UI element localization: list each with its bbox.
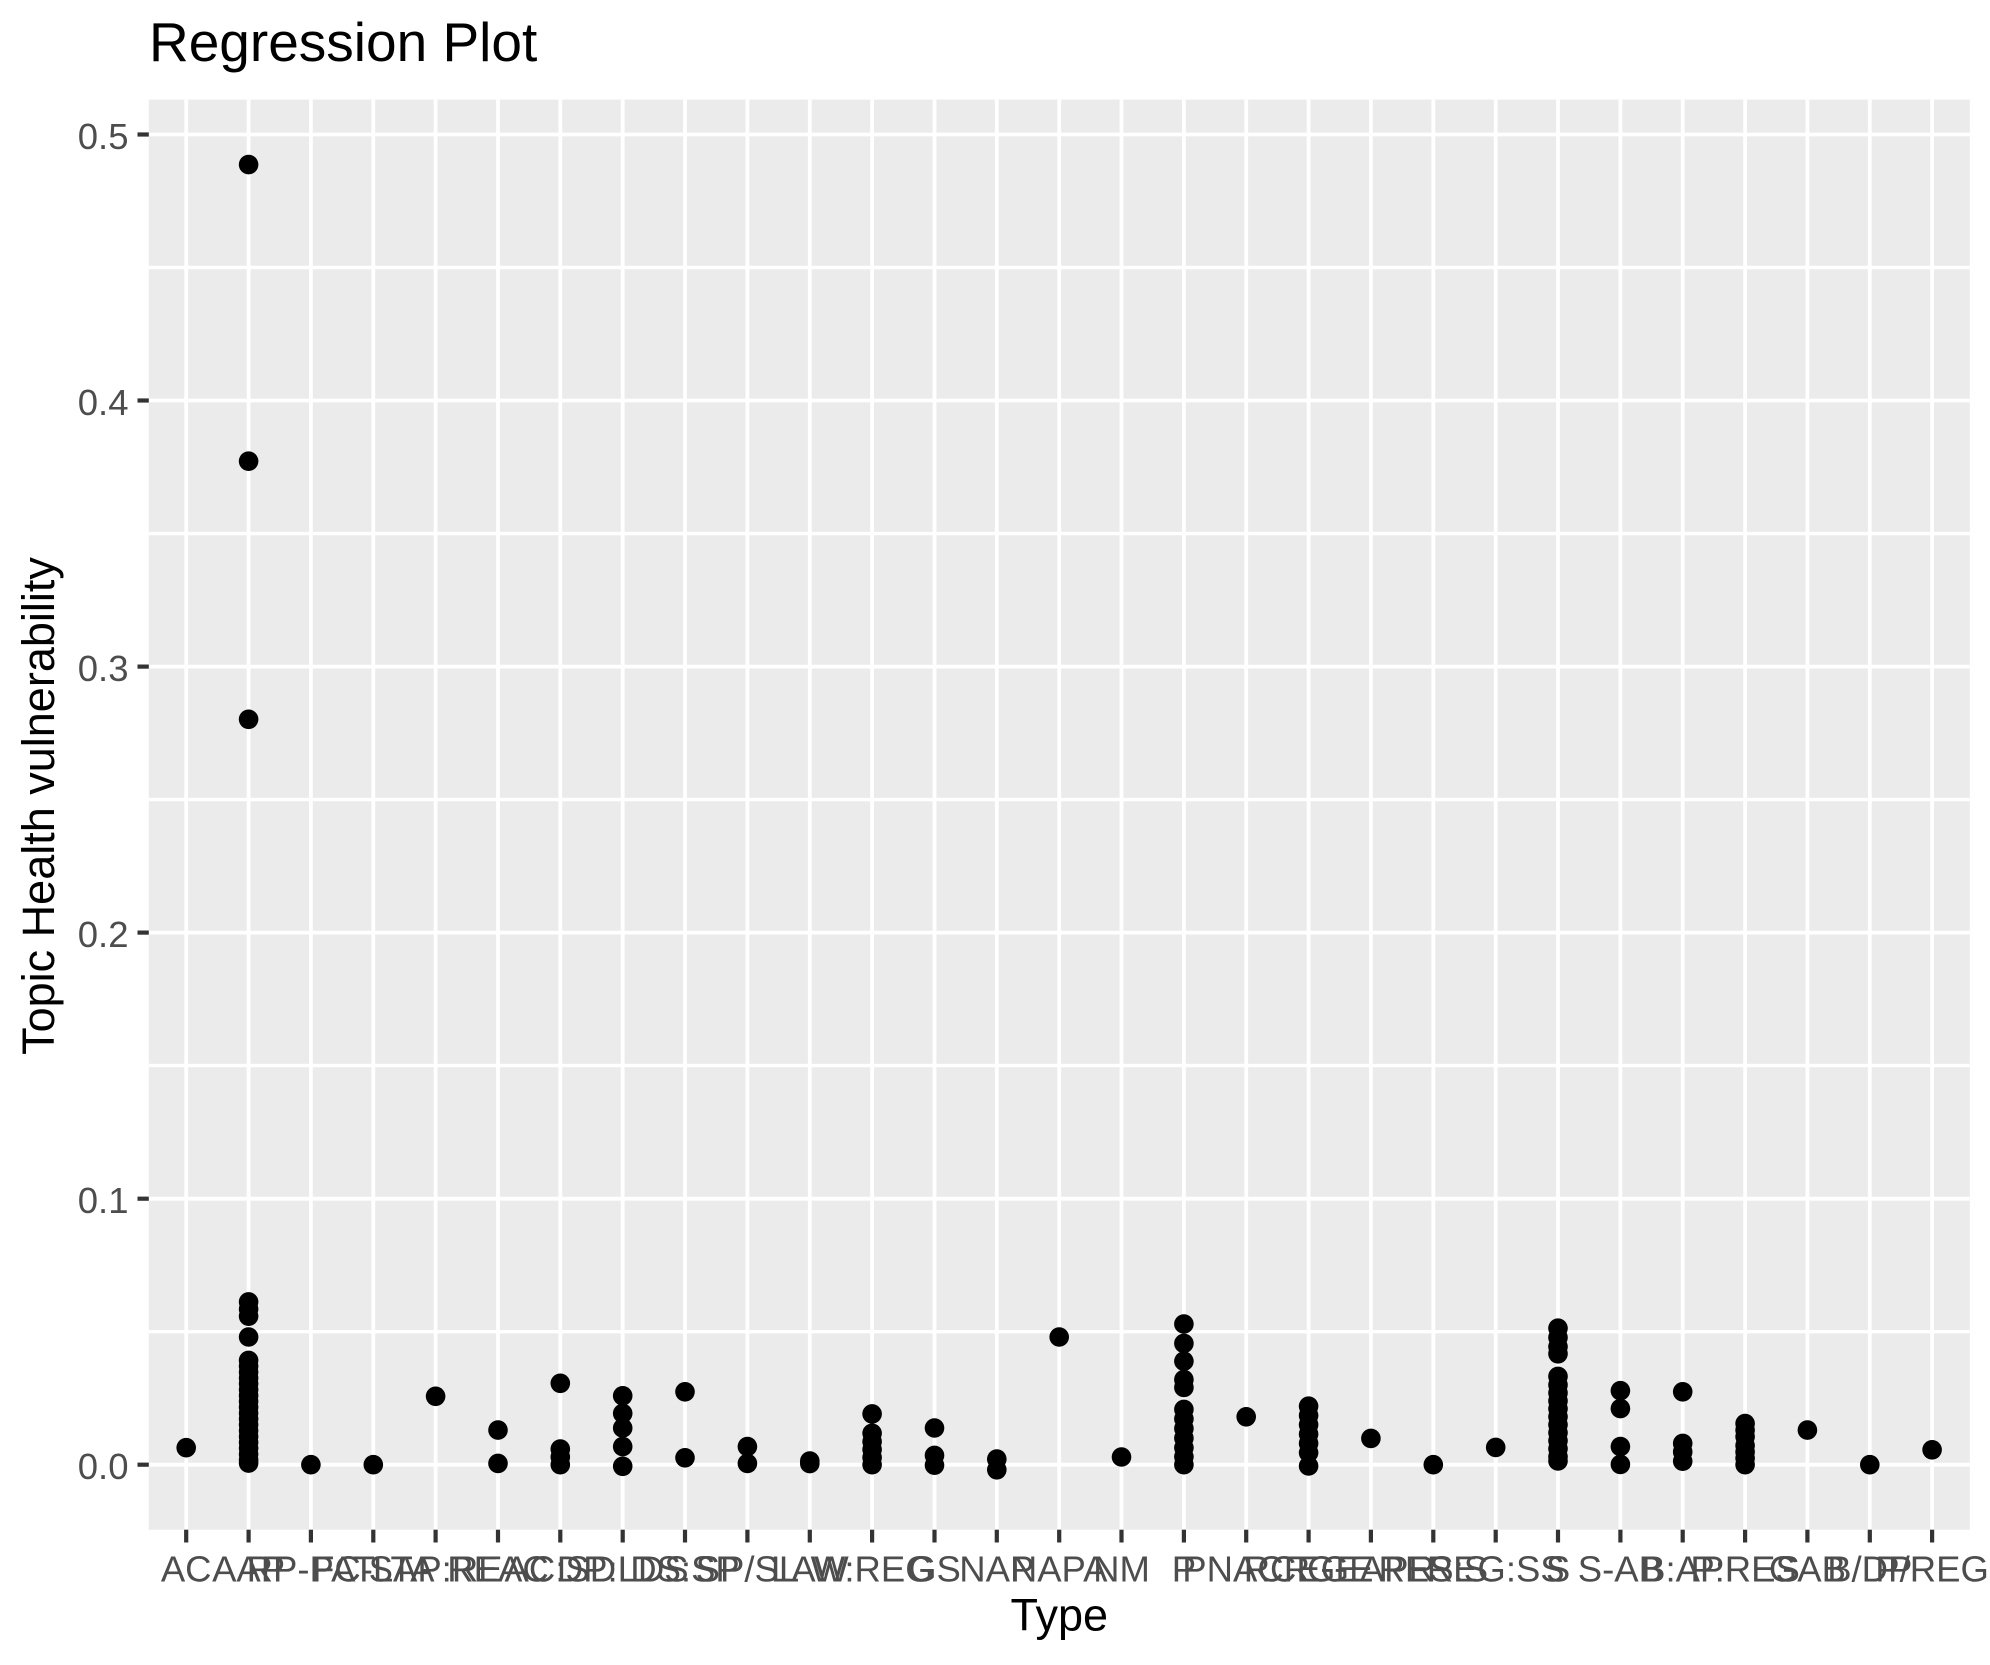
svg-text:LAW: LAW: [771, 1549, 849, 1590]
svg-text:REAC: REAC: [447, 1549, 548, 1590]
svg-text:NAP: NAP: [959, 1549, 1034, 1590]
svg-text:0.2: 0.2: [78, 914, 129, 955]
svg-text:0.1: 0.1: [78, 1180, 129, 1221]
svg-text:NM: NM: [1093, 1549, 1150, 1590]
svg-text:GAB: GAB: [1769, 1549, 1846, 1590]
svg-text:SP/SL: SP/SL: [696, 1549, 799, 1590]
svg-text:P/REG: P/REG: [1875, 1549, 1989, 1590]
svg-text:AAP: AAP: [212, 1549, 285, 1590]
svg-text:P: P: [1172, 1549, 1196, 1590]
svg-text:RES:S: RES:S: [1379, 1549, 1489, 1590]
svg-text:W:REG: W:REG: [811, 1549, 934, 1590]
svg-text:DP:LDS: DP:LDS: [557, 1549, 689, 1590]
svg-text:AC: AC: [161, 1549, 212, 1590]
svg-text:RCEGE: RCEGE: [1244, 1549, 1374, 1590]
svg-text:0.5: 0.5: [78, 116, 129, 157]
svg-text:Regression Plot: Regression Plot: [149, 11, 537, 73]
svg-text:Topic Health vulnerability: Topic Health vulnerability: [13, 557, 64, 1055]
svg-text:RP-PAT: RP-PAT: [247, 1549, 375, 1590]
svg-text:0.4: 0.4: [78, 382, 129, 423]
svg-text:P:RES: P:RES: [1690, 1549, 1800, 1590]
svg-text:Type: Type: [1011, 1590, 1109, 1641]
svg-text:DS:SP: DS:SP: [630, 1549, 740, 1590]
svg-text:FC-LTA: FC-LTA: [312, 1549, 435, 1590]
svg-text:S: S: [1546, 1549, 1570, 1590]
svg-text:S-AB: S-AB: [1578, 1549, 1663, 1590]
svg-text:PNACR: PNACR: [1182, 1549, 1310, 1590]
svg-text:NAPA: NAPA: [1011, 1549, 1108, 1590]
svg-text:SAP:RE: SAP:RE: [369, 1549, 503, 1590]
svg-text:B/DP: B/DP: [1827, 1549, 1912, 1590]
svg-text:0.0: 0.0: [78, 1446, 129, 1487]
svg-text:GEAPR: GEAPR: [1307, 1549, 1435, 1590]
svg-text:AC:SD: AC:SD: [505, 1549, 617, 1590]
svg-text:REG:SS: REG:SS: [1427, 1549, 1565, 1590]
svg-text:0.3: 0.3: [78, 648, 129, 689]
svg-text:B:AP: B:AP: [1641, 1549, 1724, 1590]
svg-text:GS: GS: [908, 1549, 961, 1590]
